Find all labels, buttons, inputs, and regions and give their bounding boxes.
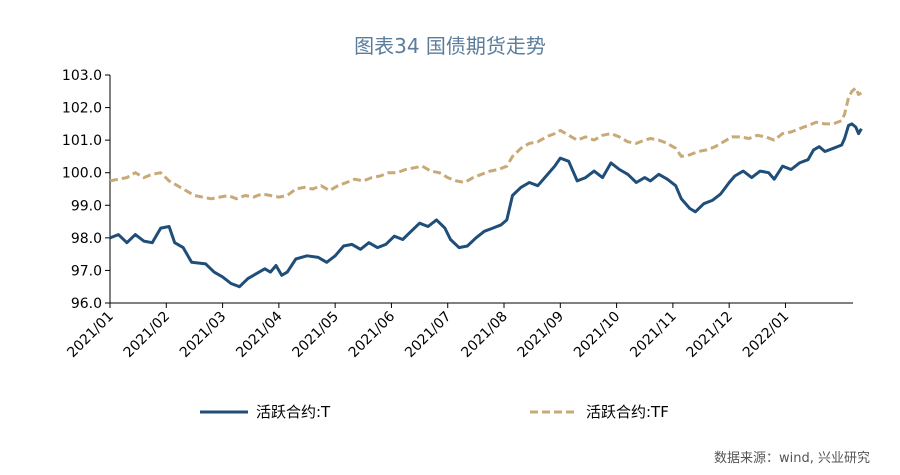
x-tick-label: 2021/10 <box>571 309 623 361</box>
x-tick-label: 2021/04 <box>233 308 286 361</box>
legend: 活跃合约:T 活跃合约:TF <box>200 403 669 421</box>
x-tick-label: 2021/11 <box>627 309 679 361</box>
x-tick-label: 2021/03 <box>177 309 229 361</box>
series-line-t <box>109 122 863 289</box>
y-tick-label: 100.0 <box>62 166 102 182</box>
legend-label-tf: 活跃合约:TF <box>586 403 669 421</box>
x-tick-label: 2021/01 <box>64 309 116 361</box>
x-tick-label: 2021/09 <box>515 309 567 361</box>
x-tick-label: 2021/02 <box>121 309 173 361</box>
y-tick-label: 103.0 <box>62 68 102 84</box>
y-tick-label: 98.0 <box>71 231 102 247</box>
x-tick-label: 2021/05 <box>290 309 342 361</box>
y-tick-label: 102.0 <box>62 101 102 117</box>
y-tick-label: 99.0 <box>71 198 102 214</box>
x-tick-label: 2021/12 <box>684 309 736 361</box>
chart-title: 图表34 国债期货走势 <box>354 34 546 58</box>
x-tick-label: 2022/01 <box>740 309 792 361</box>
series-layer <box>109 86 863 289</box>
y-tick-label: 101.0 <box>62 133 102 149</box>
y-axis: 103.0 102.0 101.0 100.0 99.0 98.0 97.0 96.0 <box>62 68 111 312</box>
x-tick-label: 2021/06 <box>346 308 399 361</box>
y-tick-label: 97.0 <box>71 263 102 279</box>
source-note: 数据来源：wind, 兴业研究 <box>713 451 870 466</box>
x-tick-label: 2021/08 <box>458 309 510 361</box>
legend-label-t: 活跃合约:T <box>256 403 331 421</box>
series-line-tf <box>109 86 863 201</box>
x-tick-label: 2021/07 <box>402 309 454 361</box>
x-axis: 2021/01 2021/02 2021/03 2021/04 2021/05 2021/… <box>64 302 853 361</box>
y-tick-label: 96.0 <box>71 296 102 312</box>
